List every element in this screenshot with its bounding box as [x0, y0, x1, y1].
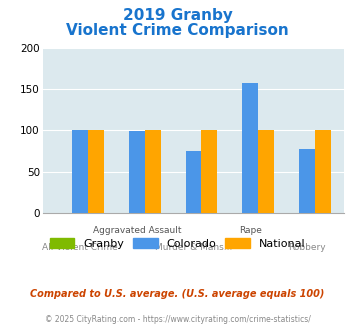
Text: Violent Crime Comparison: Violent Crime Comparison — [66, 23, 289, 38]
Text: All Violent Crime: All Violent Crime — [42, 243, 118, 251]
Bar — [145, 130, 160, 213]
Bar — [242, 82, 258, 213]
Text: Aggravated Assault: Aggravated Assault — [93, 226, 181, 235]
Text: Murder & Mans...: Murder & Mans... — [155, 243, 232, 251]
Bar — [186, 151, 201, 213]
Text: © 2025 CityRating.com - https://www.cityrating.com/crime-statistics/: © 2025 CityRating.com - https://www.city… — [45, 315, 310, 324]
Bar — [129, 131, 145, 213]
Text: Robbery: Robbery — [288, 243, 326, 251]
Bar — [88, 130, 104, 213]
Bar — [315, 130, 331, 213]
Text: Compared to U.S. average. (U.S. average equals 100): Compared to U.S. average. (U.S. average … — [30, 289, 325, 299]
Bar — [299, 148, 315, 213]
Legend: Granby, Colorado, National: Granby, Colorado, National — [45, 234, 310, 253]
Bar — [201, 130, 217, 213]
Text: Rape: Rape — [239, 226, 262, 235]
Bar — [72, 130, 88, 213]
Bar — [258, 130, 274, 213]
Text: 2019 Granby: 2019 Granby — [122, 8, 233, 23]
